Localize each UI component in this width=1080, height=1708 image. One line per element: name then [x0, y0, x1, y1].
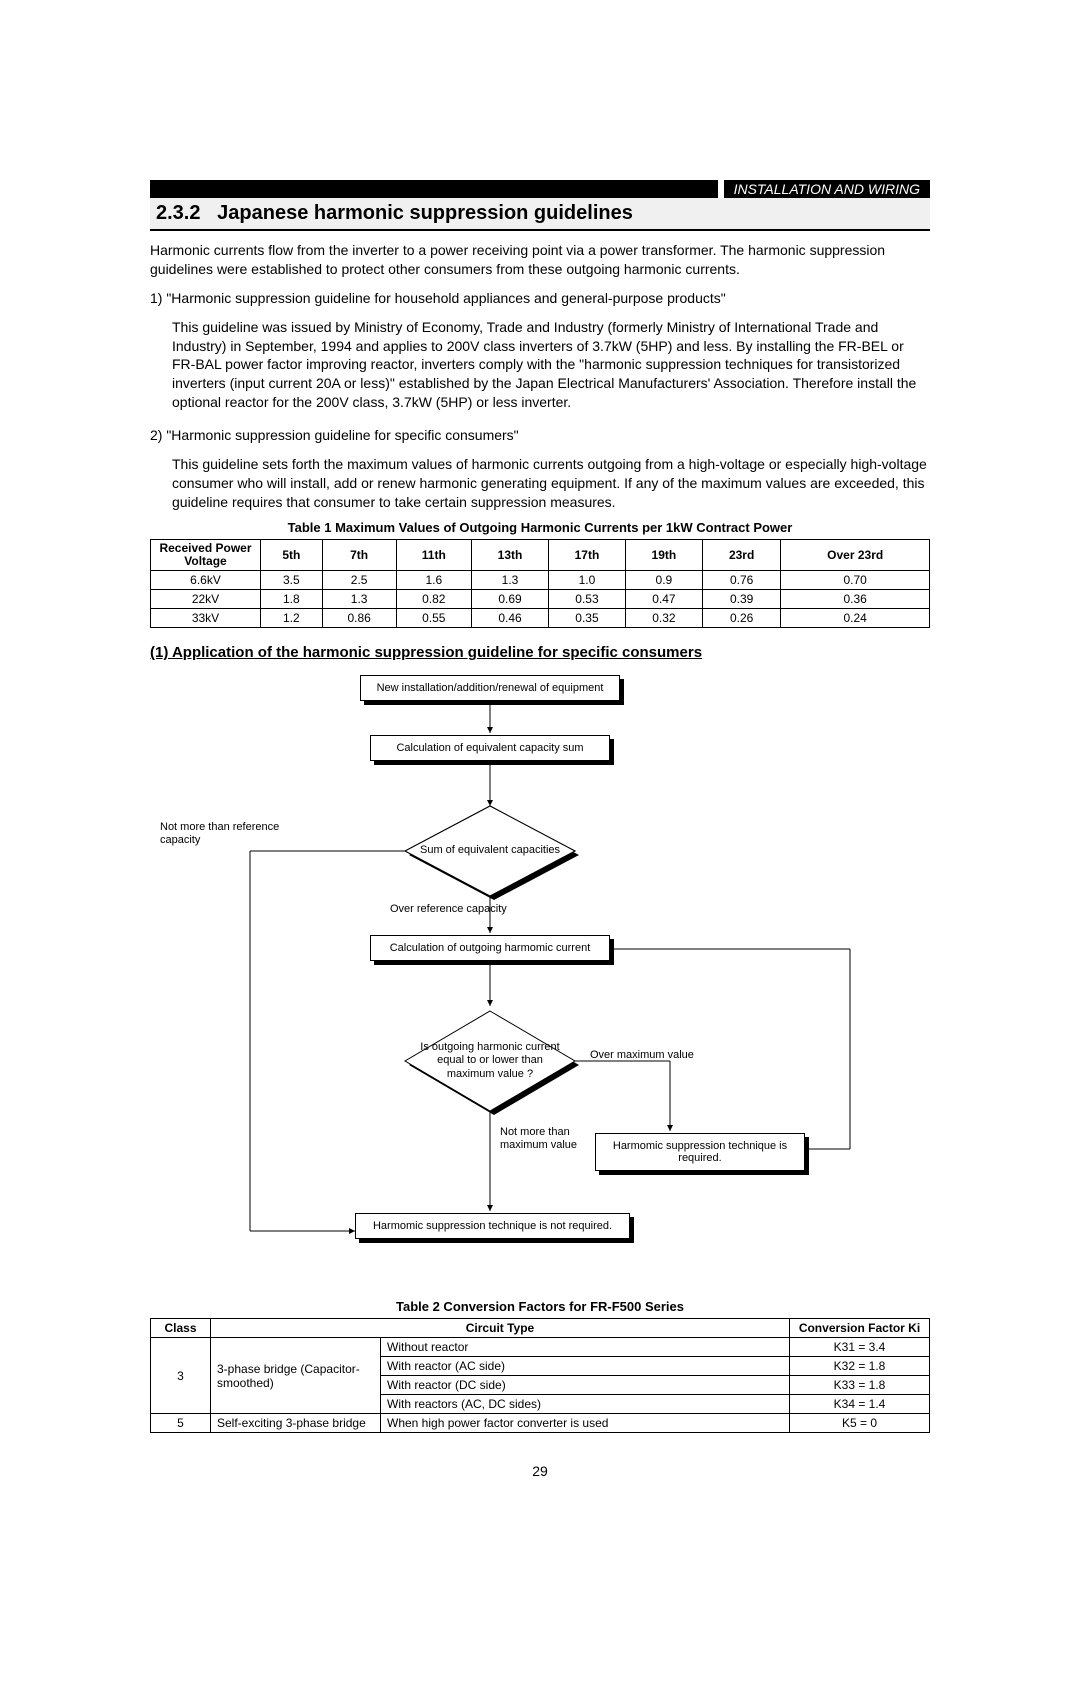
cell: 1.2	[261, 609, 323, 628]
cell: 22kV	[151, 590, 261, 609]
cell: With reactor (AC side)	[381, 1357, 790, 1376]
flow-node: Harmomic suppression technique is not re…	[355, 1213, 630, 1239]
label-text: Not more than reference capacity	[160, 821, 279, 846]
cell: K5 = 0	[790, 1414, 930, 1433]
table-row: 22kV1.81.30.820.690.530.470.390.36	[151, 590, 930, 609]
cell: With reactor (DC side)	[381, 1376, 790, 1395]
item1-lead: 1) "Harmonic suppression guideline for h…	[150, 289, 930, 308]
cell: 0.55	[396, 609, 471, 628]
col-header: 23rd	[702, 539, 780, 570]
flow-decision: Is outgoing harmonic current equal to or…	[405, 1011, 575, 1111]
flow-node: Harmomic suppression technique is requir…	[595, 1133, 805, 1171]
page-number: 29	[150, 1463, 930, 1479]
cell: 0.76	[702, 571, 780, 590]
section-title: Japanese harmonic suppression guidelines	[217, 202, 633, 224]
cell: When high power factor converter is used	[381, 1414, 790, 1433]
table1: Received Power Voltage 5th 7th 11th 13th…	[150, 539, 930, 628]
cell: 3.5	[261, 571, 323, 590]
header-title: INSTALLATION AND WIRING	[724, 180, 930, 198]
cell: 1.3	[322, 590, 396, 609]
cell: K33 = 1.8	[790, 1376, 930, 1395]
item1-body: This guideline was issued by Ministry of…	[172, 318, 930, 412]
col-header: 5th	[261, 539, 323, 570]
cell: 1.8	[261, 590, 323, 609]
flowchart: New installation/addition/renewal of equ…	[190, 671, 890, 1291]
flow-lines	[190, 671, 890, 1291]
flow-node: Calculation of outgoing harmomic current	[370, 935, 610, 961]
flow-branch-label: Not more than reference capacity	[160, 821, 290, 847]
cell: 1.3	[472, 571, 549, 590]
table-row: 3 3-phase bridge (Capacitor-smoothed) Wi…	[151, 1338, 930, 1357]
col-header: 13th	[472, 539, 549, 570]
item2-lead: 2) "Harmonic suppression guideline for s…	[150, 426, 930, 445]
table2: Class Circuit Type Conversion Factor Ki …	[150, 1318, 930, 1433]
cell: 0.47	[625, 590, 702, 609]
cell: Self-exciting 3-phase bridge	[211, 1414, 381, 1433]
cell: 33kV	[151, 609, 261, 628]
cell: 1.0	[548, 571, 625, 590]
table2-caption: Table 2 Conversion Factors for FR-F500 S…	[150, 1299, 930, 1314]
table-row: 33kV1.20.860.550.460.350.320.260.24	[151, 609, 930, 628]
flow-decision-label: Is outgoing harmonic current equal to or…	[405, 1011, 575, 1111]
cell: 1.6	[396, 571, 471, 590]
cell: With reactors (AC, DC sides)	[381, 1395, 790, 1414]
cell: 0.46	[472, 609, 549, 628]
table-row: 5 Self-exciting 3-phase bridge When high…	[151, 1414, 930, 1433]
table1-caption: Table 1 Maximum Values of Outgoing Harmo…	[150, 520, 930, 535]
cell: 0.24	[781, 609, 930, 628]
flow-decision-label: Sum of equivalent capacities	[405, 806, 575, 896]
col-header: Received Power Voltage	[151, 539, 261, 570]
flow-branch-label: Over reference capacity	[390, 903, 507, 915]
cell: 0.9	[625, 571, 702, 590]
cell: Without reactor	[381, 1338, 790, 1357]
cell: 3	[151, 1338, 211, 1414]
cell: 0.86	[322, 609, 396, 628]
cell: 5	[151, 1414, 211, 1433]
cell: 0.39	[702, 590, 780, 609]
col-header: 7th	[322, 539, 396, 570]
item2-body: This guideline sets forth the maximum va…	[172, 455, 930, 512]
section-heading: 2.3.2 Japanese harmonic suppression guid…	[150, 198, 930, 231]
flow-decision: Sum of equivalent capacities	[405, 806, 575, 896]
cell: K32 = 1.8	[790, 1357, 930, 1376]
flow-branch-label: Over maximum value	[590, 1049, 694, 1061]
col-header: Over 23rd	[781, 539, 930, 570]
col-header: 19th	[625, 539, 702, 570]
cell: 0.36	[781, 590, 930, 609]
col-header: 11th	[396, 539, 471, 570]
cell: 0.32	[625, 609, 702, 628]
cell: 3-phase bridge (Capacitor-smoothed)	[211, 1338, 381, 1414]
section-number: 2.3.2	[156, 202, 200, 224]
header-band: INSTALLATION AND WIRING	[150, 180, 930, 198]
cell: 0.35	[548, 609, 625, 628]
table-row: 6.6kV3.52.51.61.31.00.90.760.70	[151, 571, 930, 590]
col-header: 17th	[548, 539, 625, 570]
flow-node: New installation/addition/renewal of equ…	[360, 675, 620, 701]
cell: 0.70	[781, 571, 930, 590]
cell: K31 = 3.4	[790, 1338, 930, 1357]
cell: 0.26	[702, 609, 780, 628]
cell: 0.82	[396, 590, 471, 609]
col-header: Circuit Type	[211, 1319, 790, 1338]
cell: 0.53	[548, 590, 625, 609]
cell: 2.5	[322, 571, 396, 590]
cell: K34 = 1.4	[790, 1395, 930, 1414]
intro-paragraph: Harmonic currents flow from the inverter…	[150, 241, 930, 279]
subsection-heading: (1) Application of the harmonic suppress…	[150, 644, 930, 661]
col-header: Class	[151, 1319, 211, 1338]
cell: 6.6kV	[151, 571, 261, 590]
table-row: Class Circuit Type Conversion Factor Ki	[151, 1319, 930, 1338]
flow-node: Calculation of equivalent capacity sum	[370, 735, 610, 761]
table-row: Received Power Voltage 5th 7th 11th 13th…	[151, 539, 930, 570]
cell: 0.69	[472, 590, 549, 609]
flow-branch-label: Not more than maximum value	[500, 1126, 590, 1152]
col-header: Conversion Factor Ki	[790, 1319, 930, 1338]
